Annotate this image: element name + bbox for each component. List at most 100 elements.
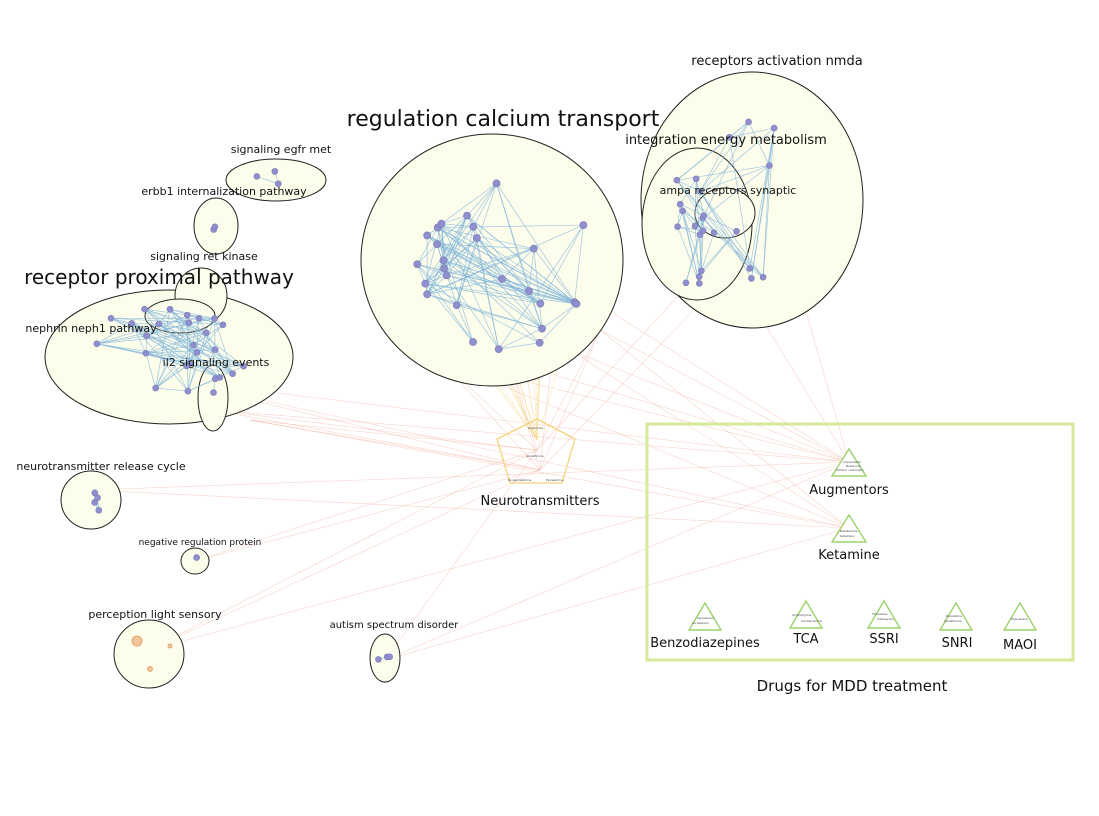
- gene-node[interactable]: [141, 305, 148, 313]
- gene-node[interactable]: [696, 280, 703, 287]
- cluster-signaling-egfr-met[interactable]: [225, 158, 327, 202]
- gene-node[interactable]: [535, 338, 544, 347]
- gene-node[interactable]: [423, 231, 432, 240]
- gene-node[interactable]: [210, 389, 217, 396]
- gene-node[interactable]: [579, 221, 588, 229]
- cluster-regulation-calcium-transport[interactable]: [360, 133, 624, 387]
- gene-node[interactable]: [745, 118, 752, 126]
- gene-edge: [443, 260, 543, 329]
- gene-node[interactable]: [759, 273, 767, 281]
- gene-node[interactable]: [691, 222, 699, 230]
- gene-node[interactable]: [166, 305, 174, 313]
- gene-node[interactable]: [240, 362, 247, 370]
- drug-triangle-snri[interactable]: [938, 601, 974, 631]
- gene-node[interactable]: [93, 340, 101, 348]
- gene-node[interactable]: [143, 332, 150, 339]
- gene-node[interactable]: [219, 321, 227, 329]
- gene-node[interactable]: [682, 279, 690, 287]
- gene-node[interactable]: [183, 362, 190, 370]
- gene-node[interactable]: [463, 211, 471, 220]
- gene-node[interactable]: [492, 179, 501, 188]
- drug-triangle-maoi[interactable]: [1002, 601, 1038, 631]
- gene-node[interactable]: [710, 229, 718, 236]
- gene-node[interactable]: [746, 265, 754, 272]
- gene-node[interactable]: [726, 133, 733, 141]
- gene-node[interactable]: [142, 349, 150, 357]
- sensory-node[interactable]: [131, 635, 143, 647]
- gene-node[interactable]: [184, 387, 192, 395]
- gene-node[interactable]: [469, 338, 477, 346]
- gene-node[interactable]: [271, 168, 279, 175]
- gene-node[interactable]: [529, 244, 538, 253]
- gene-node[interactable]: [183, 311, 191, 319]
- gene-node[interactable]: [202, 329, 210, 337]
- gene-node[interactable]: [469, 222, 478, 231]
- gene-node[interactable]: [91, 499, 98, 506]
- gene-node[interactable]: [195, 315, 203, 322]
- gene-node[interactable]: [185, 319, 193, 327]
- gene-edge: [472, 226, 500, 350]
- drug-triangle-augmentors[interactable]: [830, 447, 868, 477]
- gene-node[interactable]: [413, 260, 422, 269]
- gene-node[interactable]: [421, 279, 430, 288]
- sensory-node[interactable]: [147, 666, 153, 672]
- gene-node[interactable]: [770, 124, 778, 132]
- gene-node[interactable]: [95, 506, 103, 514]
- gene-node[interactable]: [155, 320, 163, 328]
- sensory-node[interactable]: [167, 643, 173, 649]
- drug-triangle-benzodiazepines[interactable]: [687, 601, 723, 631]
- gene-node[interactable]: [538, 324, 546, 333]
- gene-node[interactable]: [679, 207, 687, 215]
- gene-node[interactable]: [748, 275, 755, 282]
- gene-node[interactable]: [674, 223, 681, 230]
- drug-member: Amitriptyline: [792, 613, 811, 617]
- gene-node[interactable]: [572, 299, 581, 308]
- drug-triangle-ketamine[interactable]: [830, 513, 868, 543]
- gene-node[interactable]: [452, 301, 461, 310]
- gene-node[interactable]: [128, 320, 136, 327]
- gene-node[interactable]: [211, 346, 219, 353]
- gene-node[interactable]: [423, 290, 432, 299]
- gene-node[interactable]: [676, 200, 684, 208]
- gene-node[interactable]: [766, 162, 773, 169]
- gene-node[interactable]: [498, 275, 506, 283]
- gene-node[interactable]: [193, 349, 201, 356]
- gene-node[interactable]: [152, 384, 159, 392]
- gene-node[interactable]: [439, 256, 448, 265]
- gene-node[interactable]: [107, 314, 115, 322]
- cluster-neurotransmitter-release-cycle[interactable]: [60, 470, 122, 530]
- drug-triangle-ssri[interactable]: [866, 599, 902, 629]
- gene-node[interactable]: [211, 315, 218, 322]
- gene-node[interactable]: [274, 180, 282, 188]
- gene-node[interactable]: [440, 264, 449, 273]
- nt-glutathione: Glutathione: [526, 454, 544, 458]
- drug-triangle-tca[interactable]: [788, 599, 824, 629]
- gene-node[interactable]: [94, 494, 101, 502]
- gene-node[interactable]: [536, 299, 545, 308]
- gene-node[interactable]: [437, 219, 446, 228]
- gene-node[interactable]: [695, 273, 703, 280]
- gene-node[interactable]: [472, 234, 481, 242]
- gene-node[interactable]: [700, 212, 707, 220]
- gene-node[interactable]: [375, 656, 382, 663]
- gene-node[interactable]: [386, 653, 394, 661]
- gene-node[interactable]: [211, 223, 219, 231]
- gene-node[interactable]: [692, 175, 700, 183]
- gene-node[interactable]: [229, 370, 236, 378]
- gene-node[interactable]: [253, 173, 261, 180]
- gene-node[interactable]: [211, 375, 219, 383]
- gene-node[interactable]: [733, 227, 740, 235]
- gene-node[interactable]: [190, 341, 197, 349]
- gene-node[interactable]: [699, 227, 707, 235]
- cluster-negative-regulation-protein[interactable]: [180, 547, 210, 575]
- gene-node[interactable]: [525, 287, 533, 296]
- gene-node[interactable]: [494, 345, 503, 353]
- gene-node[interactable]: [673, 176, 681, 184]
- gene-node[interactable]: [442, 271, 451, 280]
- gene-edge: [679, 204, 700, 284]
- gene-node[interactable]: [193, 554, 200, 561]
- cluster-perception-light-sensory[interactable]: [113, 619, 185, 689]
- gene-node[interactable]: [433, 240, 441, 248]
- gene-node[interactable]: [698, 267, 705, 275]
- gene-node[interactable]: [91, 489, 99, 497]
